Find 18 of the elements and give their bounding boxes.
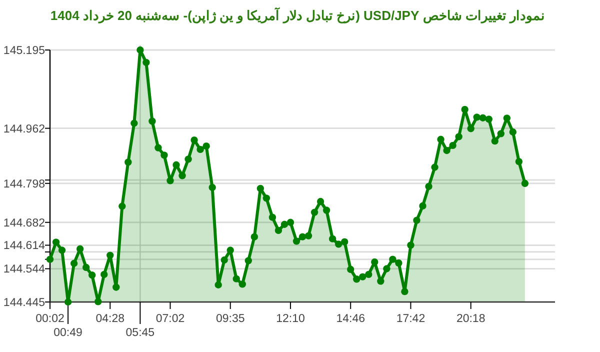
x-tick-label: 20:18	[456, 313, 486, 325]
x-tick-label: 05:45	[126, 327, 155, 339]
chart-title: نمودار تغییرات شاخص USD/JPY (نرخ تبادل دلار آمریکا و ین ژاپن)- سه‌شنبه 20 خرداد 1404	[50, 7, 545, 24]
y-tick-label: 144.682	[3, 217, 45, 230]
y-tick-label: 144.445	[3, 297, 45, 309]
y-tick-label: 144.798	[3, 178, 45, 190]
x-tick-label: 14:46	[336, 313, 365, 325]
x-tick-label: 07:02	[156, 313, 185, 325]
y-tick-label: 144.614	[3, 240, 46, 252]
y-tick-label: 144.962	[3, 123, 45, 136]
x-tick-label: 00:02	[36, 313, 64, 325]
x-tick-label: 00:49	[54, 327, 82, 339]
x-tick-label: 09:35	[216, 313, 245, 325]
y-tick-label: 145.195	[3, 45, 45, 57]
y-tick-label: 144.544	[3, 264, 46, 276]
x-tick-label: 12:10	[276, 313, 305, 325]
x-tick-label: 04:28	[96, 313, 125, 325]
x-tick-label: 17:42	[396, 313, 426, 325]
